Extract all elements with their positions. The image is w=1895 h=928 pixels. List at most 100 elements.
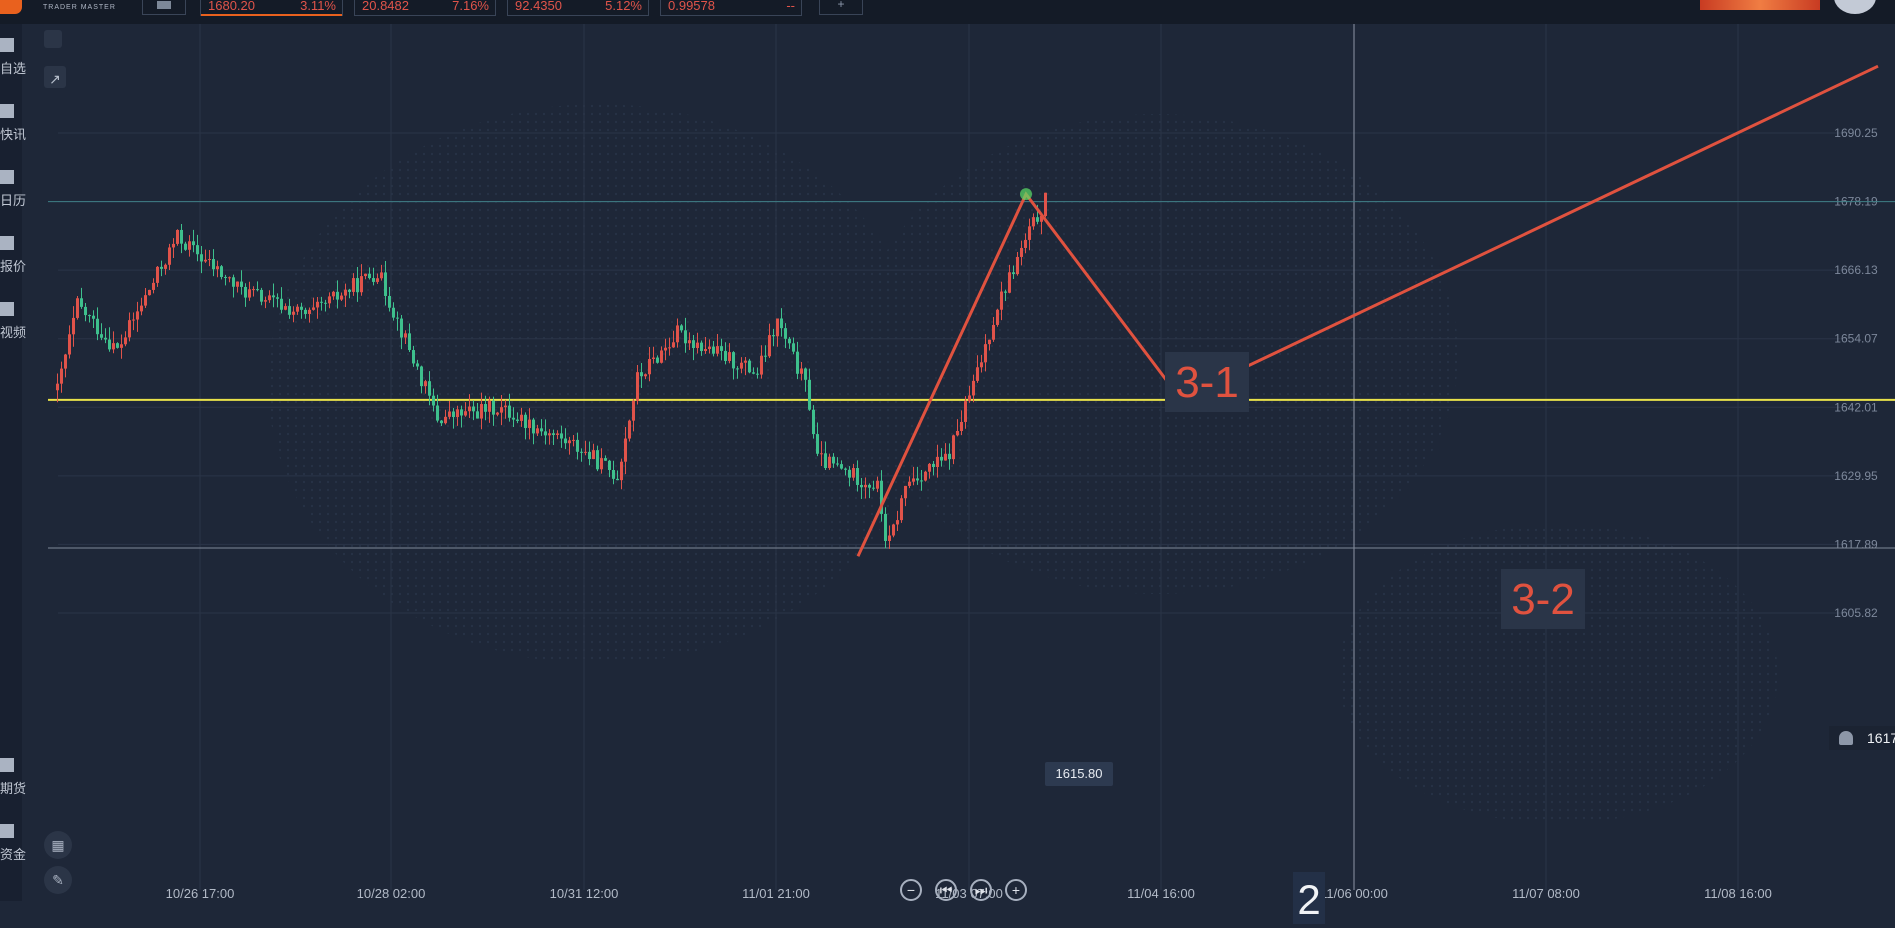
candle-body (208, 259, 211, 261)
candle-body (56, 383, 59, 391)
candle-body (952, 435, 955, 460)
candle-body (860, 484, 863, 488)
futures-icon (0, 758, 14, 772)
ticker-4[interactable]: 0.99578 -- (660, 0, 802, 16)
candle-body (424, 381, 427, 387)
candle-body (316, 301, 319, 308)
zoom-out-button[interactable]: − (900, 879, 922, 901)
candle-body (520, 414, 523, 421)
x-tick-label: 10/31 12:00 (550, 886, 619, 901)
candle-body (476, 411, 479, 419)
candle-body (636, 372, 639, 401)
candle-body (432, 395, 435, 406)
indicator-icon[interactable]: ▦ (44, 831, 72, 859)
sidebar-item-video[interactable]: 视频 (0, 302, 26, 352)
ticker-3[interactable]: 92.4350 5.12% (507, 0, 649, 16)
candle-body (112, 343, 115, 350)
candle-body (620, 461, 623, 481)
candle-body (692, 340, 695, 349)
add-ticker-button[interactable]: + (819, 0, 863, 15)
candle-body (280, 298, 283, 310)
avatar[interactable] (1834, 0, 1876, 14)
map-texture (1338, 524, 1778, 824)
ticker-price: 0.99578 (668, 0, 715, 13)
candle-body (104, 337, 107, 340)
candle-body (560, 433, 563, 439)
candle-body (608, 460, 611, 471)
sidebar-item-calendar[interactable]: 日历 (0, 170, 26, 220)
candle-body (260, 289, 263, 302)
candle-body (876, 480, 879, 489)
candle-body (988, 339, 991, 345)
candle-body (644, 374, 647, 377)
candle-body (212, 259, 215, 270)
candle-body (376, 278, 379, 282)
sidebar-item-futures[interactable]: 期货 (0, 758, 26, 808)
candle-body (1016, 256, 1019, 275)
draw-tool-icon[interactable]: ↗ (44, 66, 66, 88)
candle-body (336, 291, 339, 300)
candle-body (140, 305, 143, 312)
candle-body (384, 272, 387, 296)
candle-body (1028, 226, 1031, 240)
current-price-tag[interactable]: 1617.26 (1829, 726, 1895, 750)
candle-body (676, 325, 679, 343)
candle-body (652, 357, 655, 360)
next-button[interactable]: ⏭ (970, 879, 992, 901)
x-tick-label: 11/08 16:00 (1704, 886, 1772, 901)
bell-icon[interactable] (1839, 731, 1853, 745)
candle-body (856, 468, 859, 485)
ticker-2[interactable]: 20.8482 7.16% (354, 0, 496, 16)
price-chart[interactable]: 1690.251678.191666.131654.071642.011629.… (38, 24, 1895, 901)
candle-body (684, 330, 687, 344)
sidebar-item-quotes[interactable]: 报价 (0, 236, 26, 286)
candle-body (980, 362, 983, 368)
candle-body (252, 289, 255, 291)
candle-body (164, 264, 167, 269)
candle-body (572, 439, 575, 441)
zoom-in-button[interactable]: + (1005, 879, 1027, 901)
candle-body (760, 355, 763, 375)
candle-body (1000, 291, 1003, 310)
candle-body (924, 471, 927, 481)
y-tick-label: 1617.89 (1834, 537, 1878, 551)
layout-button[interactable] (142, 0, 186, 15)
candle-body (540, 428, 543, 432)
candle-body (276, 297, 279, 299)
sidebar-item-fund[interactable]: 资金 (0, 824, 26, 874)
candle-body (672, 342, 675, 348)
candle-body (372, 278, 375, 282)
chart-area[interactable]: 1690.25 1678.19 1666.13 1654.07 1642.01 1629.… (38, 24, 1895, 924)
candle-body (464, 411, 467, 416)
candle-body (820, 453, 823, 455)
candle-body (656, 357, 659, 363)
candle-body (396, 317, 399, 319)
sidebar-item-news[interactable]: 快讯 (0, 104, 26, 154)
candle-body (732, 352, 735, 369)
promo-banner[interactable] (1700, 0, 1820, 10)
candle-body (1040, 215, 1043, 222)
brand-name: TRADER MASTER (43, 4, 116, 11)
candle-body (776, 318, 779, 337)
candle-body (340, 295, 343, 300)
candle-body (800, 368, 803, 374)
wave-path (856, 64, 1879, 557)
sidebar-item-watchlist[interactable]: 自选 (0, 38, 26, 88)
candle-body (592, 450, 595, 460)
sidebar-item-label: 期货 (0, 781, 27, 796)
ticker-1[interactable]: 1680.20 3.11% (200, 0, 343, 16)
candle-body (828, 456, 831, 469)
wave-label-3-1: 3-1 (1165, 352, 1249, 412)
candle-body (236, 281, 239, 287)
candle-body (884, 513, 887, 541)
candle-body (604, 458, 607, 461)
candle-body (152, 282, 155, 290)
chart-tool-square[interactable] (44, 30, 62, 48)
pencil-icon[interactable]: ✎ (44, 866, 72, 894)
candle-body (932, 463, 935, 467)
prev-button[interactable]: ⏮ (935, 879, 957, 901)
candle-body (88, 315, 91, 317)
candle-body (836, 463, 839, 465)
candle-body (736, 368, 739, 370)
candle-body (708, 346, 711, 350)
